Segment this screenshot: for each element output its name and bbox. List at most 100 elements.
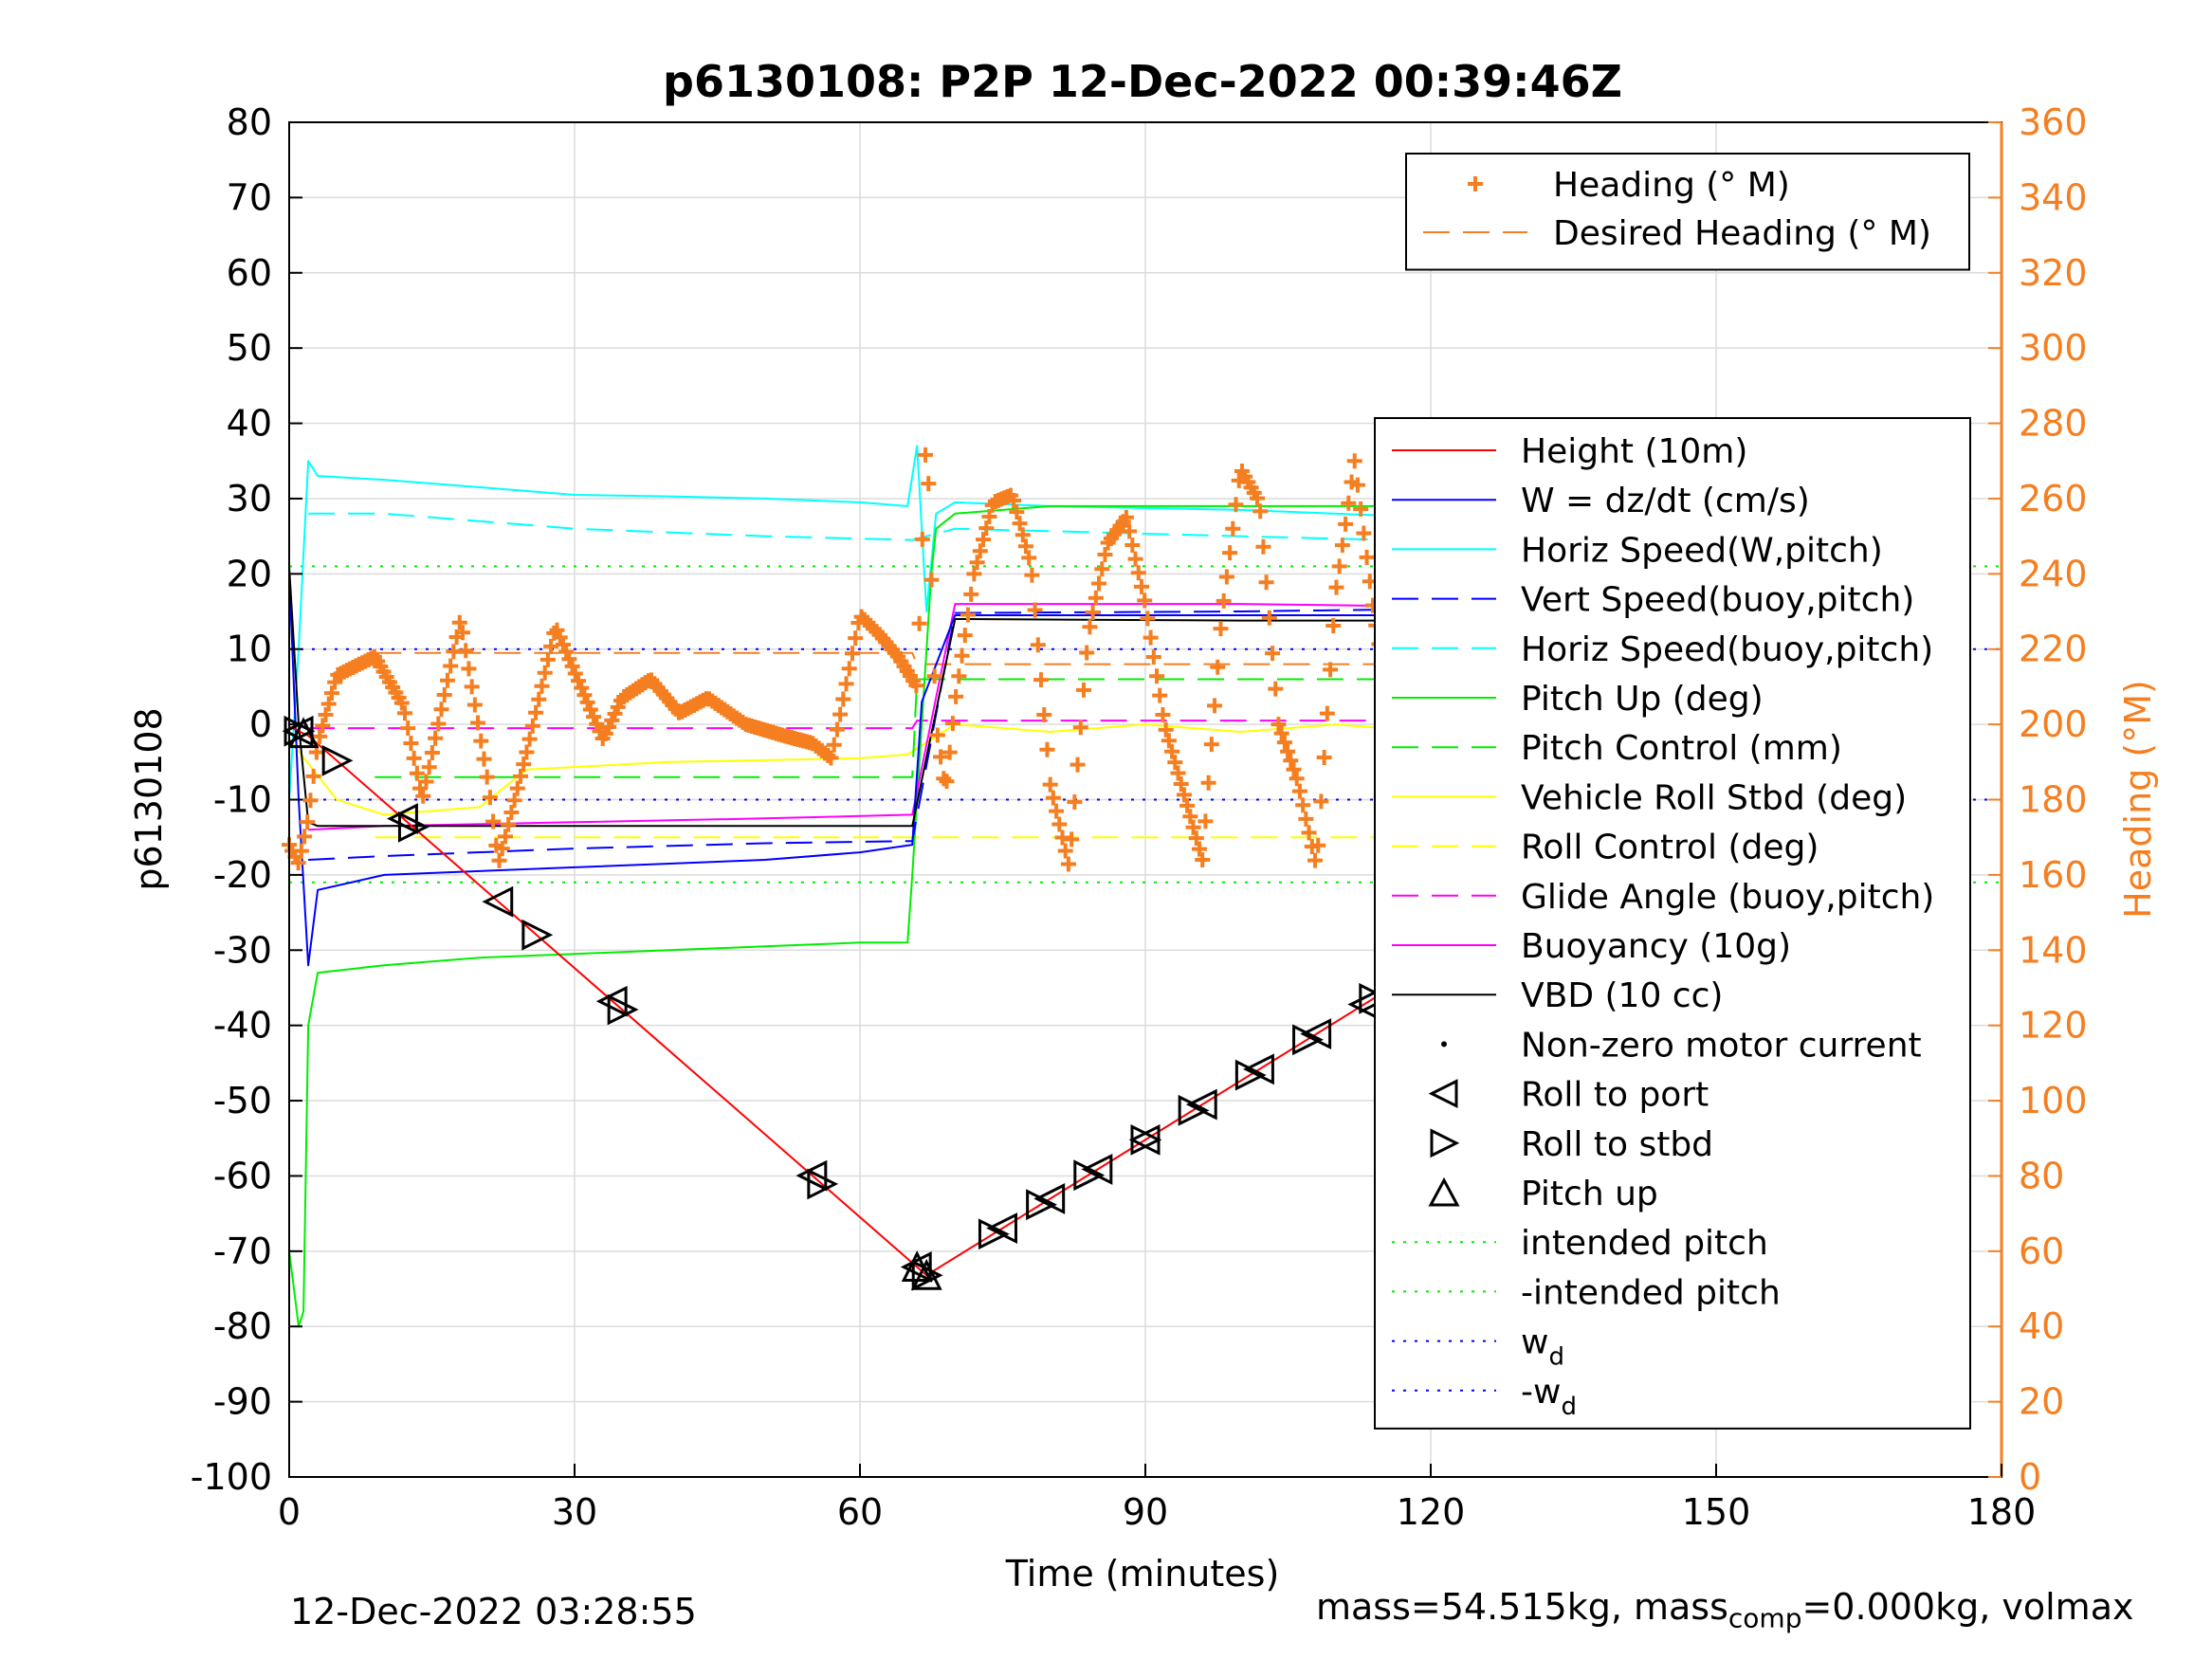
heading-point	[579, 694, 595, 710]
heading-point	[1359, 549, 1375, 565]
legend-heading-entry: Heading (° M)	[1468, 166, 1790, 205]
heading-point	[1286, 761, 1302, 777]
heading-point	[1298, 811, 1314, 827]
roll-stbd-marker	[807, 1168, 839, 1200]
heading-point	[1295, 797, 1311, 813]
y2-tick-label: 340	[2019, 176, 2088, 218]
legend-main-label: Non-zero motor current	[1521, 1026, 1922, 1065]
heading-point	[1030, 637, 1046, 653]
roll-stbd-marker	[1073, 1159, 1106, 1192]
heading-point	[1036, 706, 1052, 722]
series-horiz-speed-w-pitch	[288, 445, 1793, 800]
roll-stbd-marker	[521, 919, 554, 951]
heading-point	[439, 672, 455, 688]
heading-point	[929, 727, 945, 743]
heading-point	[312, 728, 328, 744]
heading-point	[1033, 672, 1050, 688]
legend-main-entry: Buoyancy (10g)	[1392, 927, 1791, 966]
legend-main-entry: Pitch Control (mm)	[1392, 729, 1842, 768]
legend-main-label-sub: d	[1548, 1343, 1564, 1372]
roll-port-marker	[387, 803, 418, 835]
heading-point	[1088, 590, 1104, 606]
heading-point	[960, 607, 976, 623]
heading-point	[1118, 509, 1134, 525]
heading-point	[1082, 619, 1098, 635]
series-layer	[282, 445, 2002, 1328]
heading-point	[400, 720, 416, 737]
heading-point	[1265, 646, 1281, 662]
heading-point	[479, 769, 495, 785]
y-tick-label: -80	[213, 1305, 272, 1347]
legend-main-label: Horiz Speed(W,pitch)	[1521, 531, 1883, 570]
heading-point	[948, 688, 964, 704]
heading-point	[1319, 705, 1335, 721]
y2-tick-label: 360	[2019, 101, 2088, 143]
heading-point	[464, 679, 480, 695]
heading-point	[485, 813, 502, 830]
heading-point	[1158, 721, 1174, 738]
roll-stbd-marker	[1359, 982, 1391, 1014]
legend-heading-box	[1405, 153, 1970, 271]
heading-point	[926, 668, 942, 684]
heading-point	[1049, 803, 1065, 819]
heading-point	[455, 625, 471, 641]
heading-point	[1228, 497, 1244, 513]
heading-point	[1067, 794, 1083, 811]
heading-point	[1133, 578, 1149, 594]
heading-point	[1173, 775, 1189, 792]
heading-point	[1079, 645, 1095, 661]
heading-point	[1094, 561, 1110, 577]
heading-point	[428, 730, 444, 746]
heading-point	[1218, 569, 1234, 585]
legend-main: Height (10m) W = dz/dt (cm/s) Horiz Speed(…	[1374, 417, 1971, 1430]
y-tick-label: 40	[227, 403, 272, 445]
x-tick-label: 60	[837, 1491, 883, 1533]
heading-point	[443, 658, 459, 674]
heading-point	[491, 852, 507, 868]
legend-main-entry: intended pitch	[1392, 1224, 1768, 1263]
heading-point	[963, 586, 979, 602]
heading-point	[1203, 737, 1219, 753]
heading-point	[503, 804, 520, 820]
heading-point	[1152, 687, 1168, 703]
y-tick-label: -20	[213, 854, 272, 896]
y2-tick-label: 300	[2019, 327, 2088, 369]
heading-point	[1167, 755, 1183, 771]
heading-point	[1341, 495, 1357, 511]
heading-point	[528, 704, 544, 720]
heading-point	[1015, 527, 1031, 543]
heading-point	[1097, 547, 1113, 563]
heading-point	[1064, 831, 1080, 848]
heading-point	[539, 651, 556, 667]
heading-point	[1273, 725, 1289, 741]
heading-point	[957, 628, 973, 644]
legend-main-entry: Glide Angle (buoy,pitch)	[1392, 878, 1934, 917]
x-axis-label: Time (minutes)	[1005, 1553, 1280, 1595]
y2-tick-label: 140	[2019, 929, 2088, 971]
heading-point	[406, 750, 422, 766]
legend-heading-entry: Desired Heading (° M)	[1423, 214, 1931, 253]
legend-main-label: W = dz/dt (cm/s)	[1521, 482, 1810, 520]
heading-point	[403, 735, 419, 751]
heading-point	[1039, 741, 1055, 757]
heading-point	[1085, 604, 1101, 620]
heading-point	[969, 555, 985, 571]
heading-point	[1042, 776, 1058, 793]
heading-point	[1069, 757, 1086, 773]
heading-point	[1006, 493, 1022, 509]
x-tick-label: 30	[552, 1491, 597, 1533]
heading-point	[1252, 503, 1269, 520]
footer-timestamp: 12-Dec-2022 03:28:55	[290, 1591, 697, 1632]
heading-point	[923, 572, 940, 588]
heading-point	[1170, 765, 1186, 781]
heading-point	[574, 680, 590, 696]
heading-point	[1176, 787, 1192, 803]
roll-stbd-marker	[1130, 1123, 1162, 1156]
roll-port-marker	[795, 1159, 828, 1192]
heading-point	[561, 651, 577, 667]
y-tick-label: 10	[227, 629, 272, 670]
legend-main-label: intended pitch	[1521, 1224, 1768, 1263]
legend-main-entry: Vehicle Roll Stbd (deg)	[1392, 778, 1907, 817]
legend-swatch	[1441, 1041, 1447, 1048]
x-ticks: 0 30 60 90 120 150 180	[278, 1464, 2036, 1533]
